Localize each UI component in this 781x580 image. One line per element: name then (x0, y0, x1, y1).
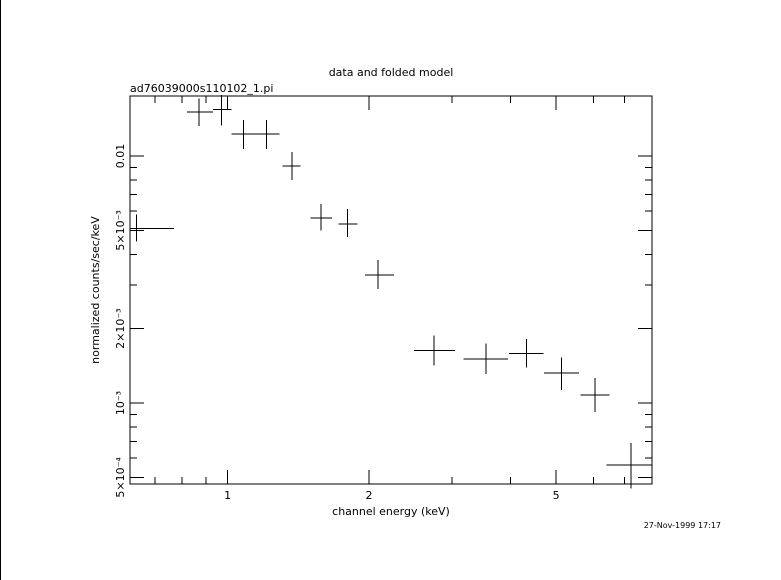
data-point (463, 343, 508, 375)
chart-subtitle: ad76039000s110102_1.pi (130, 82, 273, 95)
x-axis-label: channel energy (keV) (332, 505, 450, 518)
y-axis-label: normalized counts/sec/keV (89, 216, 102, 364)
data-point (543, 357, 580, 390)
data-point (338, 209, 358, 238)
data-point (508, 338, 544, 368)
y-tick-label: 5×10⁻⁴ (114, 457, 127, 498)
data-point (254, 119, 280, 149)
x-tick-label: 1 (224, 489, 231, 502)
window-left-border (0, 0, 1, 580)
data-point (580, 378, 610, 412)
data-points-group (130, 94, 652, 489)
timestamp: 27-Nov-1999 17:17 (644, 521, 721, 530)
y-tick-label: 0.01 (114, 144, 127, 169)
data-point (310, 203, 333, 231)
x-tick-label: 2 (366, 489, 373, 502)
chart-title: data and folded model (329, 66, 454, 79)
data-point (606, 442, 652, 489)
data-point (413, 335, 456, 366)
y-tick-label: 5×10⁻³ (114, 210, 127, 250)
data-point (231, 119, 255, 149)
data-point (364, 259, 394, 289)
x-tick-label: 5 (553, 489, 560, 502)
plot-frame-group (129, 95, 653, 485)
plot-frame (129, 95, 653, 485)
data-point (212, 94, 232, 126)
data-point (130, 214, 175, 242)
axis-ticks-group (130, 96, 653, 484)
data-point (187, 98, 213, 127)
y-tick-label: 10⁻³ (114, 391, 127, 415)
y-tick-label: 2×10⁻³ (114, 308, 127, 348)
data-point (282, 151, 301, 180)
axis-labels-group: 1 2 5 5×10⁻⁴ 10⁻³ 2×10⁻³ 5×10⁻³ 0.01 (114, 144, 560, 502)
